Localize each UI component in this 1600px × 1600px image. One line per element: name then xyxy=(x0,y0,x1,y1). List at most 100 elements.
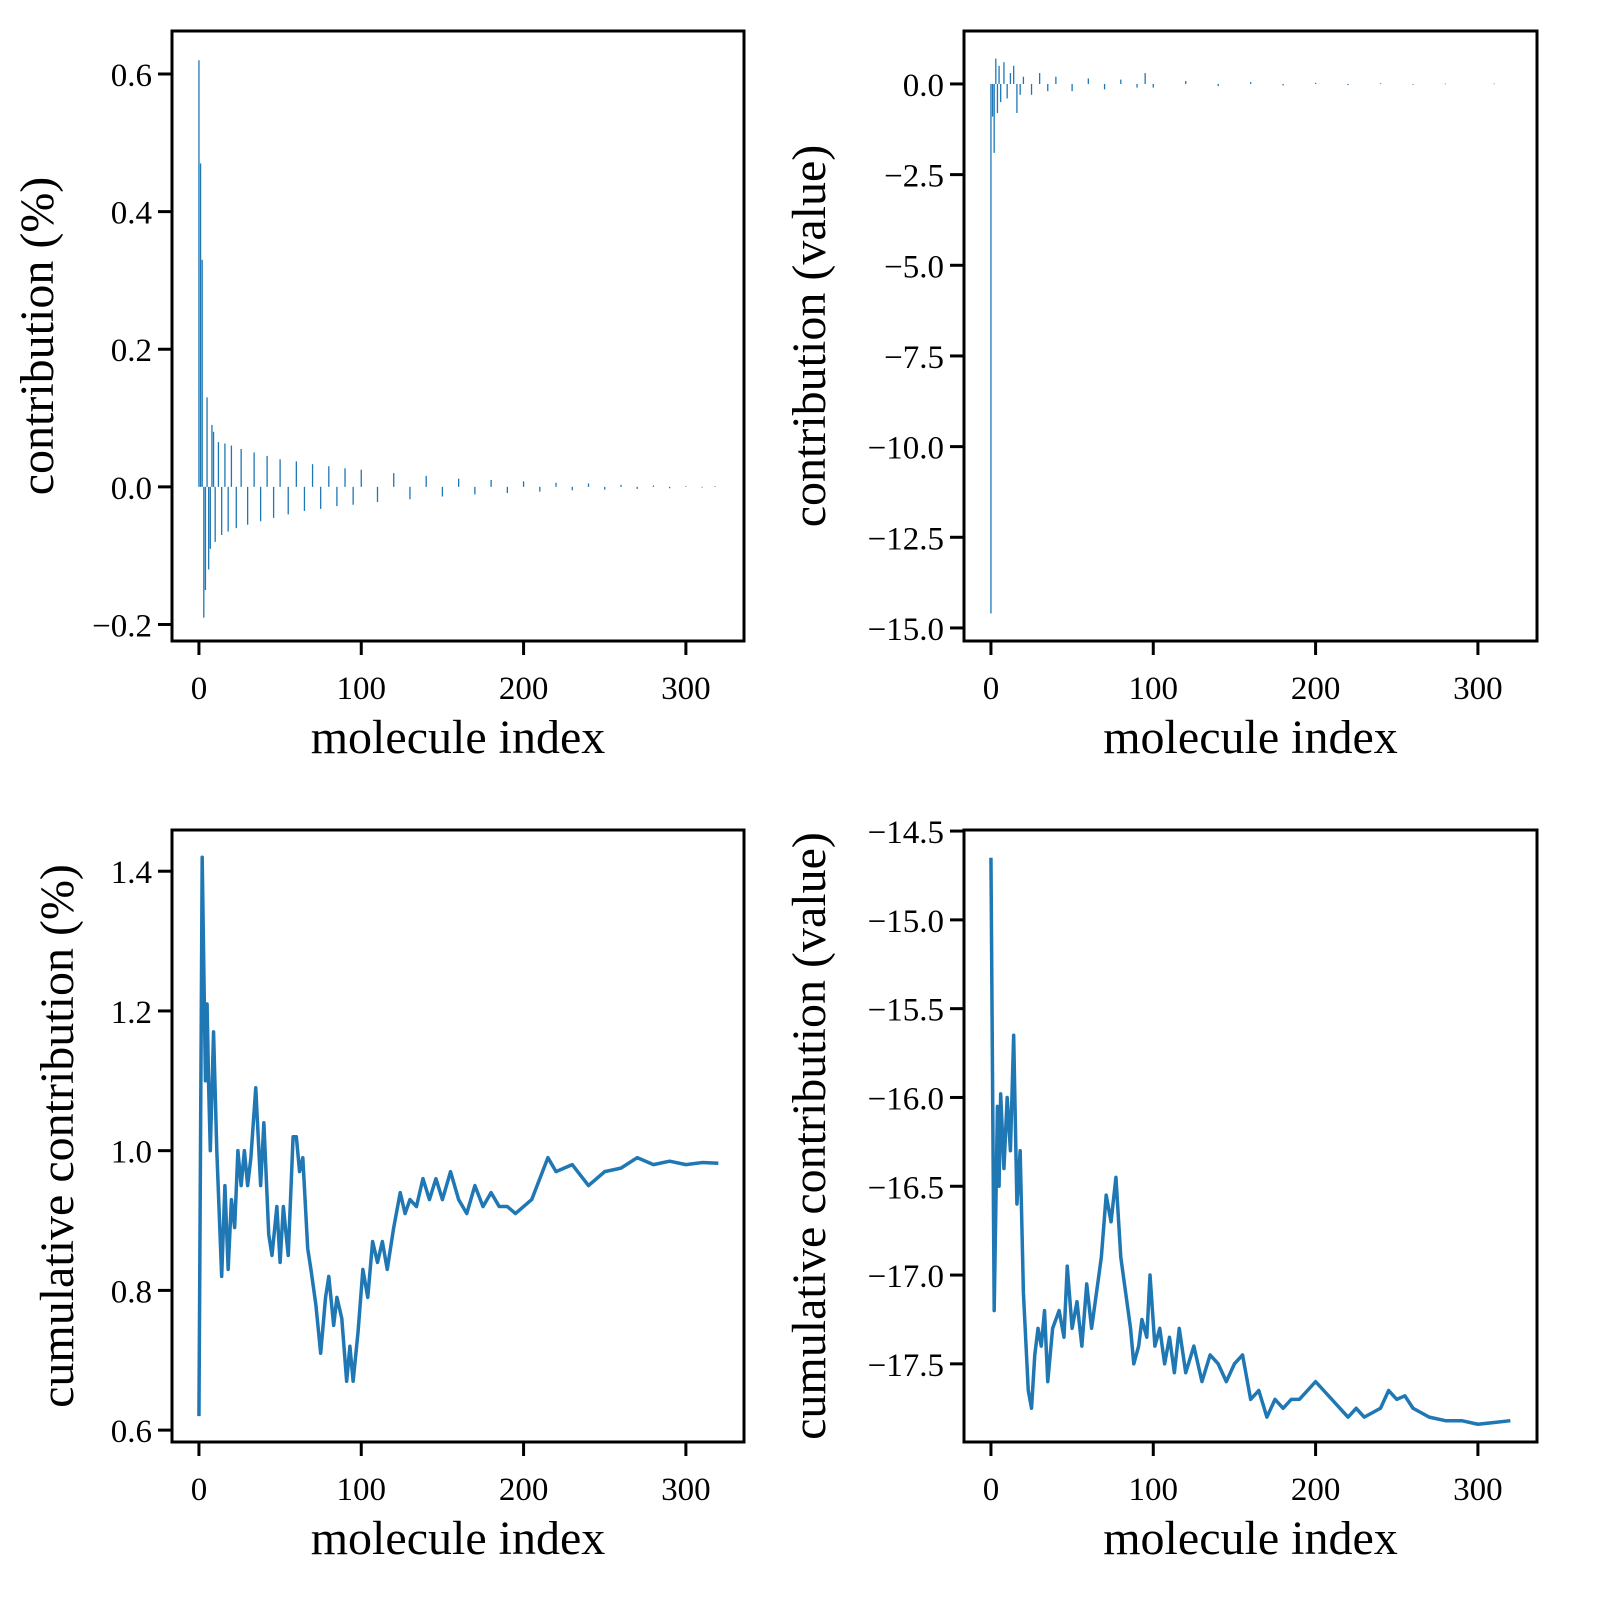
bar xyxy=(224,443,226,487)
axes-frame xyxy=(962,828,1539,1444)
bar xyxy=(1022,76,1025,84)
bar xyxy=(266,455,268,487)
bar xyxy=(1217,83,1219,87)
bar xyxy=(1412,83,1414,85)
x-axis-label: molecule index xyxy=(311,711,606,764)
y-tick-label: 0.0 xyxy=(903,68,944,104)
y-tick-label: 0.0 xyxy=(111,471,152,507)
bar xyxy=(604,486,606,490)
bar xyxy=(201,259,203,487)
bar xyxy=(217,442,220,487)
bar xyxy=(995,58,997,84)
y-tick-label: 0.2 xyxy=(111,333,152,369)
bar xyxy=(279,459,281,487)
bar xyxy=(1047,83,1049,92)
bar xyxy=(246,486,249,525)
x-tick-label: 300 xyxy=(661,1472,711,1508)
x-tick-label: 200 xyxy=(499,671,549,707)
x-tick-label: 200 xyxy=(1291,1472,1341,1508)
y-axis-label: contribution (value) xyxy=(783,145,836,528)
bar xyxy=(1444,83,1447,85)
y-tick-label: 0.6 xyxy=(111,58,152,94)
y-tick-label: −14.5 xyxy=(868,815,944,851)
bar xyxy=(571,486,573,491)
bar xyxy=(1019,83,1021,95)
bar xyxy=(996,83,999,113)
bar xyxy=(1152,83,1154,88)
bar xyxy=(344,468,346,487)
bar xyxy=(1185,81,1187,84)
bar xyxy=(206,397,208,487)
x-tick-label: 0 xyxy=(983,1472,1000,1508)
y-tick-label: −16.5 xyxy=(868,1170,944,1206)
bar xyxy=(199,163,202,487)
bar xyxy=(203,486,205,618)
bar xyxy=(1493,83,1495,85)
x-tick-label: 300 xyxy=(661,671,711,707)
y-axis-label: contribution (%) xyxy=(11,177,64,496)
bar xyxy=(360,469,362,487)
bar xyxy=(214,486,216,542)
y-tick-label: −15.0 xyxy=(868,904,944,940)
y-tick-label: −16.0 xyxy=(868,1081,944,1117)
plot-area xyxy=(989,857,1511,1426)
axes-frame xyxy=(170,828,746,1444)
y-tick-label: 1.0 xyxy=(111,1135,152,1171)
bar xyxy=(1136,83,1138,88)
y-tick-label: −5.0 xyxy=(884,249,944,285)
bar xyxy=(685,486,687,487)
y-tick-label: −15.5 xyxy=(868,993,944,1029)
axes-frame xyxy=(962,29,1539,643)
bar xyxy=(1071,83,1073,92)
bar xyxy=(620,484,622,487)
bar xyxy=(993,83,995,153)
bar xyxy=(506,486,508,494)
bar xyxy=(259,486,262,522)
bar xyxy=(227,486,229,532)
bar xyxy=(1314,82,1317,84)
bar xyxy=(714,486,716,487)
plot-area xyxy=(990,58,1495,614)
y-tick-label: −17.0 xyxy=(868,1259,944,1295)
bar xyxy=(555,482,557,487)
bar xyxy=(701,486,703,488)
bar xyxy=(208,486,210,570)
x-tick-label: 0 xyxy=(191,1472,208,1508)
y-tick-label: −0.2 xyxy=(92,608,152,644)
bar xyxy=(441,486,444,497)
bar xyxy=(998,65,1000,84)
bar xyxy=(990,83,992,614)
bar xyxy=(1006,83,1008,99)
bar xyxy=(272,486,275,518)
bar xyxy=(1103,83,1106,90)
y-axis-label: cumulative contribution (value) xyxy=(783,832,836,1440)
bar xyxy=(458,478,460,487)
x-axis-label: molecule index xyxy=(1103,1512,1398,1565)
y-axis-label: cumulative contribution (%) xyxy=(31,864,84,1408)
x-tick-label: 100 xyxy=(1129,671,1179,707)
bar xyxy=(253,452,255,487)
bar xyxy=(211,424,213,487)
bar xyxy=(425,475,427,487)
x-tick-label: 0 xyxy=(191,671,208,707)
plot-area xyxy=(197,855,719,1417)
bar xyxy=(1003,62,1005,84)
y-tick-label: 1.2 xyxy=(111,995,152,1031)
bar xyxy=(393,473,395,487)
x-tick-label: 100 xyxy=(337,671,387,707)
line xyxy=(989,857,1511,1426)
y-tick-label: −12.5 xyxy=(868,521,944,557)
y-tick-label: −7.5 xyxy=(884,340,944,376)
x-tick-label: 0 xyxy=(983,671,1000,707)
bar xyxy=(1120,79,1122,84)
bar xyxy=(409,486,411,500)
bar xyxy=(320,486,322,509)
y-tick-label: −10.0 xyxy=(868,431,944,467)
bar xyxy=(1013,65,1015,84)
bar xyxy=(539,486,541,492)
bar xyxy=(1379,83,1382,84)
x-tick-label: 200 xyxy=(1291,671,1341,707)
bar xyxy=(1055,76,1057,84)
